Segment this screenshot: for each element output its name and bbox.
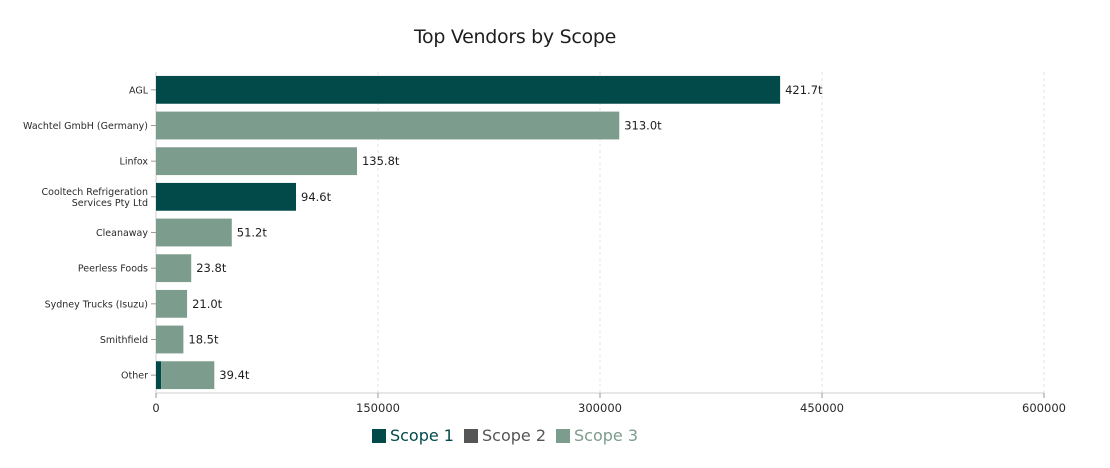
chart-title: Top Vendors by Scope: [413, 26, 617, 48]
bar: [156, 182, 297, 211]
category-label: Wachtel GmbH (Germany): [23, 121, 148, 132]
x-tick-label: 600000: [1022, 401, 1066, 415]
x-tick-label: 450000: [800, 401, 844, 415]
legend-item[interactable]: Scope 1: [371, 426, 454, 445]
legend-item[interactable]: Scope 3: [556, 426, 638, 445]
category-label: Cleanaway: [96, 228, 148, 239]
bar: [156, 75, 781, 104]
legend-item[interactable]: Scope 2: [463, 426, 546, 445]
bar: [156, 147, 357, 176]
category-label: AGL: [129, 85, 149, 96]
data-label: 135.8t: [362, 154, 400, 168]
data-label: 18.5t: [188, 333, 219, 347]
category-label: Smithfield: [100, 335, 148, 346]
x-tick-label: 150000: [356, 401, 400, 415]
category-label: Other: [121, 371, 148, 382]
legend: Scope 1 Scope 2 Scope 3: [0, 426, 1010, 445]
category-label: Linfox: [120, 157, 149, 168]
category-label: Peerless Foods: [78, 264, 148, 275]
legend-swatch: [371, 428, 386, 443]
bar: [156, 289, 188, 318]
bar: [161, 361, 215, 390]
category-label: Cooltech Refrigeration Services Pty Ltd: [42, 187, 148, 209]
bar: [156, 111, 620, 140]
legend-label: Scope 1: [389, 426, 454, 445]
legend-swatch: [556, 428, 570, 443]
x-tick-label: 0: [152, 401, 159, 415]
bar: [156, 361, 162, 390]
bar: [156, 218, 232, 247]
data-label: 313.0t: [624, 119, 662, 133]
category-label: Sydney Trucks (Isuzu): [45, 299, 148, 310]
data-label: 421.7t: [785, 83, 823, 97]
data-label: 23.8t: [196, 261, 227, 275]
bar: [156, 254, 192, 283]
legend-label: Scope 3: [574, 426, 639, 445]
bar: [156, 325, 184, 354]
data-label: 51.2t: [237, 226, 268, 240]
data-label: 21.0t: [192, 297, 223, 311]
data-label: 39.4t: [219, 368, 250, 382]
data-label: 94.6t: [301, 190, 332, 204]
x-tick-label: 300000: [578, 401, 622, 415]
legend-label: Scope 2: [481, 426, 546, 445]
legend-swatch: [463, 428, 478, 443]
